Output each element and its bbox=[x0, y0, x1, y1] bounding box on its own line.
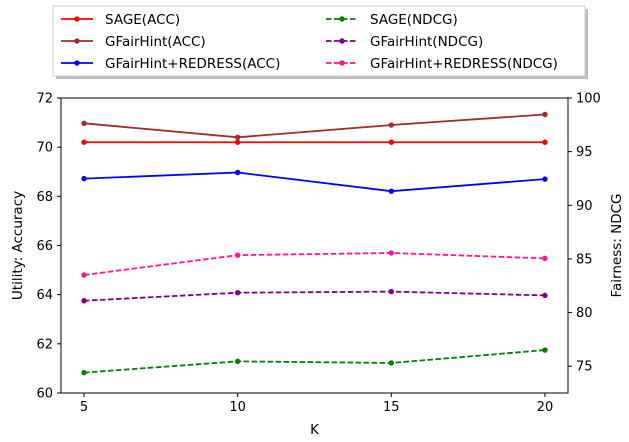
x-tick-label: 20 bbox=[537, 400, 554, 415]
plot-area bbox=[81, 111, 548, 376]
y-right-axis-label: Fairness: NDCG bbox=[609, 193, 625, 297]
legend-label-2: GFairHint+REDRESS(ACC) bbox=[105, 56, 280, 72]
legend-marker-5 bbox=[339, 60, 345, 66]
x-axis-label: K bbox=[310, 422, 320, 438]
x-tick-label: 5 bbox=[80, 400, 88, 415]
y-right-tick-label: 100 bbox=[576, 92, 601, 107]
y-left-tick-label: 72 bbox=[36, 92, 53, 107]
legend-marker-2 bbox=[74, 60, 80, 66]
series-line-4 bbox=[84, 290, 545, 302]
legend-label-3: SAGE(NDCG) bbox=[370, 12, 458, 28]
data-point bbox=[388, 139, 395, 145]
x-tick-label: 10 bbox=[229, 400, 246, 415]
y-left-tick-label: 62 bbox=[36, 337, 53, 352]
data-point bbox=[542, 176, 548, 182]
y-right-tick-label: 80 bbox=[576, 306, 593, 321]
y-right-tick-label: 95 bbox=[576, 145, 593, 160]
data-point bbox=[542, 255, 548, 262]
data-point bbox=[234, 290, 241, 296]
y-right-tick-label: 75 bbox=[576, 360, 593, 375]
data-point bbox=[234, 169, 241, 176]
legend: SAGE(ACC) GFairHint(ACC) GFairHint+REDRESS… bbox=[52, 5, 588, 79]
data-point bbox=[234, 252, 241, 258]
data-point bbox=[81, 369, 87, 376]
data-point bbox=[81, 175, 87, 182]
legend-box bbox=[52, 5, 586, 77]
y-right-tick-label: 90 bbox=[576, 199, 593, 214]
y-left-tick-label: 66 bbox=[36, 239, 53, 254]
axes: 5 10 15 20 60 62 64 66 68 70 72 75 80 85 90 95 100 K Utili… bbox=[10, 92, 625, 439]
y-left-tick-label: 60 bbox=[36, 387, 53, 402]
legend-marker-3 bbox=[339, 16, 345, 22]
series-line-5 bbox=[83, 252, 545, 276]
data-point bbox=[542, 292, 548, 299]
data-point bbox=[234, 358, 241, 365]
x-tick-label: 15 bbox=[383, 400, 400, 415]
legend-marker-4 bbox=[339, 38, 345, 44]
data-point bbox=[542, 347, 548, 353]
y-right-tick-label: 85 bbox=[576, 252, 593, 267]
data-point bbox=[81, 298, 87, 304]
data-point bbox=[388, 288, 395, 295]
data-point bbox=[542, 139, 548, 145]
data-point bbox=[234, 134, 241, 141]
legend-label-1: GFairHint(ACC) bbox=[105, 34, 206, 50]
y-left-tick-label: 64 bbox=[36, 288, 53, 303]
data-point bbox=[388, 188, 395, 194]
legend-label-4: GFairHint(NDCG) bbox=[370, 34, 483, 50]
data-point bbox=[388, 360, 395, 366]
data-point bbox=[81, 272, 87, 278]
data-point bbox=[81, 120, 87, 127]
legend-marker-1 bbox=[74, 38, 80, 44]
legend-marker-0 bbox=[74, 16, 80, 22]
y-left-tick-label: 70 bbox=[36, 141, 53, 156]
legend-label-5: GFairHint+REDRESS(NDCG) bbox=[370, 56, 558, 72]
series-line-1 bbox=[83, 113, 546, 139]
y-left-tick-label: 68 bbox=[36, 190, 53, 205]
data-point bbox=[388, 122, 395, 128]
y-left-axis-label: Utility: Accuracy bbox=[10, 191, 26, 300]
data-point bbox=[234, 139, 241, 145]
data-point bbox=[81, 139, 87, 145]
data-point bbox=[542, 111, 548, 118]
data-point bbox=[388, 250, 395, 256]
series-line-3 bbox=[83, 349, 546, 374]
series-line-2 bbox=[84, 171, 546, 193]
legend-label-0: SAGE(ACC) bbox=[105, 12, 180, 28]
